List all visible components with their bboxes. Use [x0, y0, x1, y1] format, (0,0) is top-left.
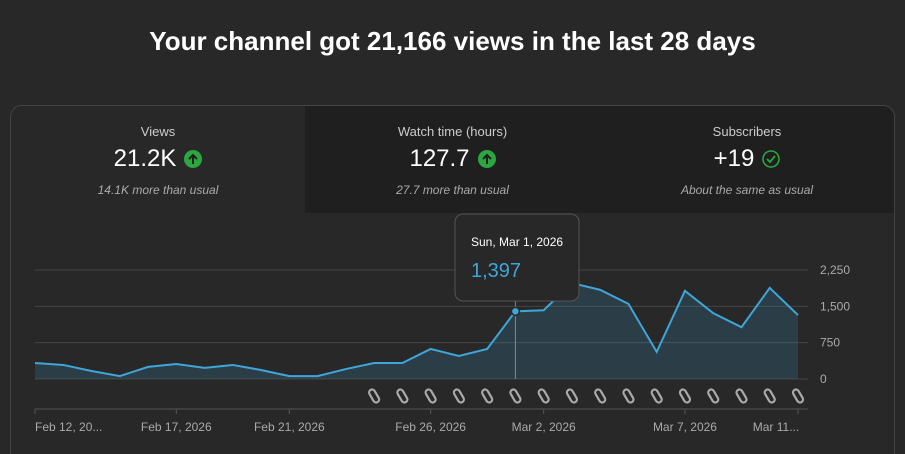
y-tick-label: 2,250: [820, 263, 850, 277]
shorts-icon-part: [622, 388, 635, 404]
shorts-icon-part: [594, 388, 607, 404]
shorts-icon-part: [650, 388, 663, 404]
shorts-icon-part: [509, 388, 522, 404]
shorts-icon-part: [368, 388, 381, 404]
tab-value-row: 127.7: [305, 145, 600, 173]
y-tick-label: 1,500: [820, 299, 850, 313]
tab-value: 21.2K: [113, 145, 177, 172]
x-tick-label: Feb 26, 2026: [395, 420, 466, 434]
shorts-icon: [565, 388, 579, 404]
analytics-card: Views 21.2K 14.1K more than usual Watch …: [10, 105, 895, 454]
x-tick-label: Mar 2, 2026: [512, 420, 576, 434]
y-tick-label: 0: [820, 372, 827, 386]
shorts-icon: [707, 388, 720, 404]
shorts-icon: [481, 388, 494, 404]
tab-value: 127.7: [409, 145, 470, 172]
shorts-icon: [396, 388, 409, 404]
tab-note: About the same as usual: [680, 183, 814, 197]
shorts-icon: [650, 388, 663, 404]
shorts-icon: [594, 388, 607, 404]
shorts-icon-part: [735, 388, 748, 404]
shorts-icon: [735, 388, 748, 404]
hover-dot: [510, 306, 521, 317]
shorts-icon-part: [791, 388, 805, 404]
tab-value-row: 21.2K: [11, 145, 305, 173]
shorts-icon: [678, 388, 692, 404]
shorts-icon: [368, 388, 381, 404]
shorts-icon: [424, 388, 437, 404]
tooltip: [454, 213, 580, 302]
x-tick-label: Feb 12, 20...: [35, 420, 102, 434]
title: Your channel got 21,166 views in the las…: [149, 26, 756, 56]
shorts-icon-part: [452, 388, 465, 404]
shorts-icon: [791, 388, 805, 404]
tab-note: 14.1K more than usual: [97, 183, 219, 197]
tab-label: Views: [140, 124, 176, 139]
tab-value: +19: [713, 145, 755, 172]
tab-value-row: +19: [600, 145, 894, 173]
shorts-icon-part: [707, 388, 720, 404]
tooltip-value: 1,397: [471, 260, 521, 282]
shorts-icon-part: [424, 388, 437, 404]
check-icon: [762, 150, 781, 168]
shorts-icon: [763, 388, 776, 404]
watch-time-tab[interactable]: Watch time (hours) 127.7 27.7 more than …: [305, 106, 600, 213]
x-tick-label: Mar 11...: [753, 420, 799, 434]
area-fill: [35, 283, 798, 379]
line: [34, 281, 799, 378]
up-icon: [184, 150, 203, 168]
x-tick-label: Mar 7, 2026: [653, 420, 717, 434]
tab-note: 27.7 more than usual: [396, 183, 509, 197]
shorts-icon-part: [763, 388, 776, 404]
shorts-icon: [537, 388, 550, 404]
views-tab[interactable]: Views 21.2K 14.1K more than usual: [11, 106, 305, 213]
tab-label: Watch time (hours): [397, 124, 508, 139]
up-icon: [477, 150, 496, 168]
tab-label: Subscribers: [712, 124, 782, 139]
shorts-icon-part: [678, 388, 692, 404]
shorts-icon-part: [481, 388, 494, 404]
shorts-icon: [622, 388, 635, 404]
tooltip-date: Sun, Mar 1, 2026: [471, 235, 563, 249]
x-tick-label: Feb 21, 2026: [254, 420, 325, 434]
shorts-icon-part: [396, 388, 409, 404]
subscribers-tab[interactable]: Subscribers +19 About the same as usual: [600, 106, 894, 213]
shorts-icon: [452, 388, 465, 404]
shorts-icon-part: [565, 388, 579, 404]
y-tick-label: 750: [820, 336, 840, 350]
shorts-icon-part: [537, 388, 550, 404]
shorts-icon: [509, 388, 522, 404]
x-tick-label: Feb 17, 2026: [141, 420, 212, 434]
